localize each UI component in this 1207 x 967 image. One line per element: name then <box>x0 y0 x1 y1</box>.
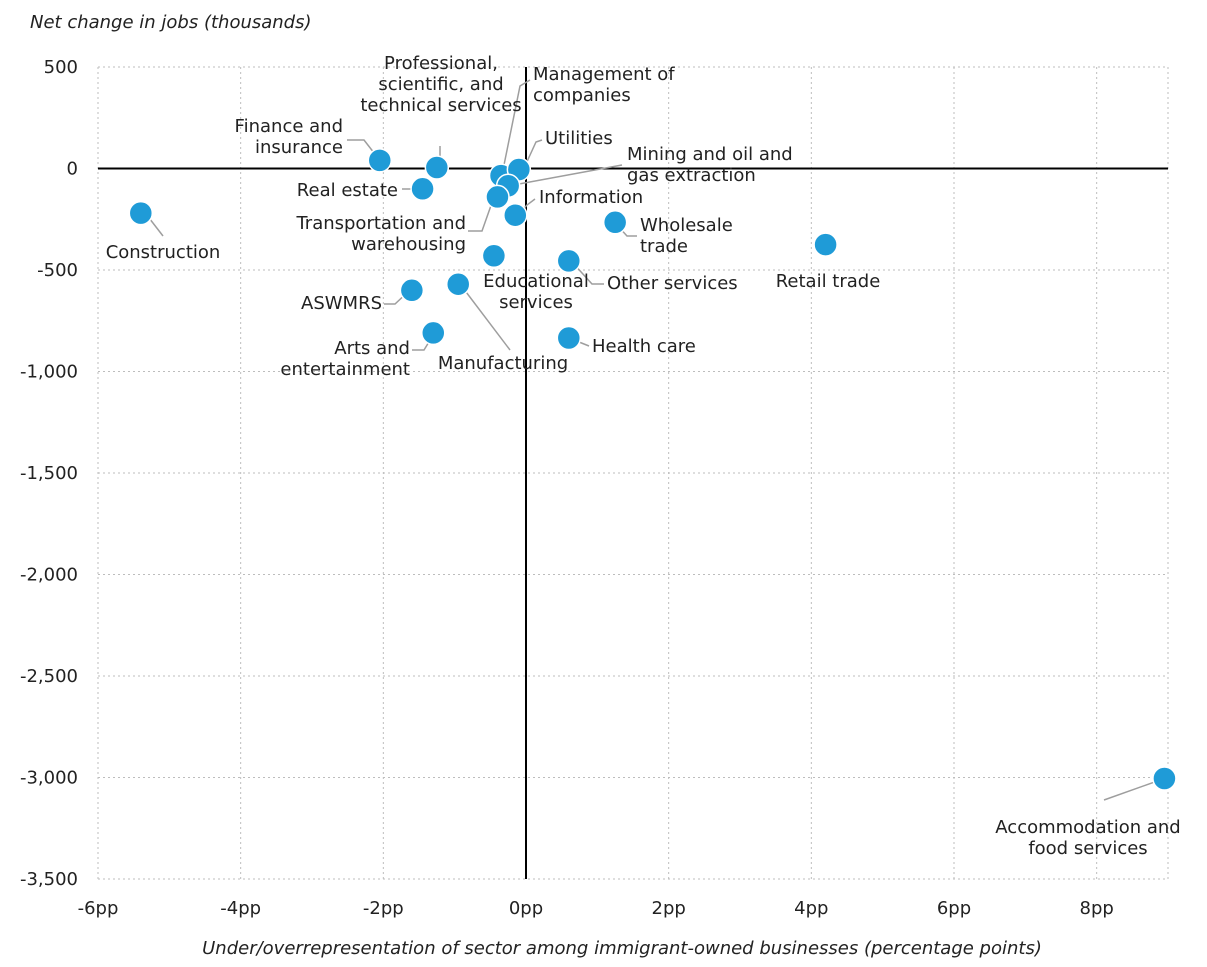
point-label: Construction <box>106 242 221 263</box>
point-label-line: Information <box>539 187 643 208</box>
x-tick-label: 2pp <box>652 898 686 919</box>
data-point <box>399 278 425 303</box>
label-leader-line <box>507 164 623 187</box>
point-label: Wholesale trade <box>640 215 733 257</box>
data-point <box>813 232 838 257</box>
label-leader-line <box>468 196 495 232</box>
point-label-line: Accommodation and <box>995 817 1180 838</box>
grid-layer <box>97 66 1169 880</box>
point-label-line: Real estate <box>297 180 398 201</box>
point-label-line: Utilities <box>545 128 613 149</box>
data-point <box>410 176 435 202</box>
label-leader-line <box>459 283 511 351</box>
y-tick-label: 500 <box>44 57 78 78</box>
data-point <box>503 202 528 228</box>
point-label-line: insurance <box>255 137 343 158</box>
x-tick-label: 0pp <box>509 898 543 919</box>
y-tick-label: -3,500 <box>20 869 78 890</box>
point-label-line: Arts and <box>334 338 410 359</box>
point-label: Management of companies <box>533 64 675 106</box>
point-label: Other services <box>607 273 738 294</box>
point-label: Information <box>539 187 643 208</box>
point-label-line: Professional, <box>384 53 498 74</box>
point-label-line: Health care <box>592 336 696 357</box>
y-tick-label: -1,500 <box>20 463 78 484</box>
point-label-line: Management of <box>533 64 675 85</box>
data-point <box>424 155 450 180</box>
point-label-line: Manufacturing <box>438 353 568 374</box>
point-label: Arts and entertainment <box>280 338 410 380</box>
y-tick-label: -2,000 <box>20 565 78 586</box>
data-point <box>445 271 471 297</box>
point-label-line: Educational <box>483 271 589 292</box>
data-point <box>485 184 510 210</box>
x-tick-label: 6pp <box>937 898 971 919</box>
data-point <box>1152 766 1177 791</box>
data-point <box>481 243 507 269</box>
y-axis-title: Net change in jobs (thousands) <box>30 12 312 33</box>
point-label-line: Wholesale <box>640 215 733 236</box>
label-leader-line <box>524 139 543 167</box>
point-label-line: services <box>499 292 573 313</box>
x-tick-label: 4pp <box>794 898 828 919</box>
data-point <box>602 210 628 235</box>
point-label: Professional, scientific, and technical se… <box>360 53 521 116</box>
point-layer <box>128 148 1177 791</box>
y-tick-label: -1,000 <box>20 362 78 383</box>
point-label-line: trade <box>640 236 688 257</box>
x-tick-label: 8pp <box>1080 898 1114 919</box>
point-label-line: Transportation and <box>295 213 466 234</box>
label-layer: Construction Finance and insurance Professi… <box>106 53 1181 859</box>
point-label-line: Construction <box>106 242 221 263</box>
y-tick-label: 0 <box>67 159 78 180</box>
point-label: Real estate <box>297 180 398 201</box>
point-label-line: gas extraction <box>627 165 756 186</box>
y-tick-label: -2,500 <box>20 666 78 687</box>
y-tick-label: -500 <box>37 260 78 281</box>
data-point <box>128 200 154 226</box>
axis-layer: 500 0 -500 -1,000 -1,500 -2,000 -2,500 -3,000 -3… <box>20 57 1168 919</box>
x-axis-title: Under/overrepresentation of sector among… <box>202 938 1042 959</box>
point-label: Finance and insurance <box>235 116 343 158</box>
point-label: Health care <box>592 336 696 357</box>
data-point <box>421 320 446 346</box>
point-label: ASWMRS <box>301 293 382 314</box>
data-point <box>556 248 582 274</box>
point-label-line: food services <box>1028 838 1147 859</box>
point-label-line: entertainment <box>280 359 410 380</box>
point-label-line: Mining and oil and <box>627 144 793 165</box>
point-label-line: Retail trade <box>776 271 881 292</box>
point-label: Mining and oil and gas extraction <box>627 144 793 186</box>
x-tick-label: -6pp <box>78 898 119 919</box>
point-label-line: scientific, and <box>378 74 503 95</box>
label-leader-line <box>571 261 604 285</box>
point-label-line: Finance and <box>235 116 343 137</box>
y-tick-label: -3,000 <box>20 768 78 789</box>
x-tick-label: -4pp <box>220 898 261 919</box>
point-label-line: Other services <box>607 273 738 294</box>
point-label-line: ASWMRS <box>301 293 382 314</box>
point-label: Transportation and warehousing <box>295 213 466 255</box>
x-tick-label: -2pp <box>363 898 404 919</box>
point-label: Educational services <box>483 271 589 313</box>
point-label: Accommodation and food services <box>995 817 1180 859</box>
point-label: Utilities <box>545 128 613 149</box>
label-leader-line <box>503 79 531 166</box>
point-label-line: technical services <box>360 95 521 116</box>
point-label-line: companies <box>533 85 631 106</box>
point-label: Manufacturing <box>438 353 568 374</box>
point-label-line: warehousing <box>351 234 466 255</box>
data-point <box>367 148 393 173</box>
point-label: Retail trade <box>776 271 881 292</box>
data-point <box>556 325 582 351</box>
